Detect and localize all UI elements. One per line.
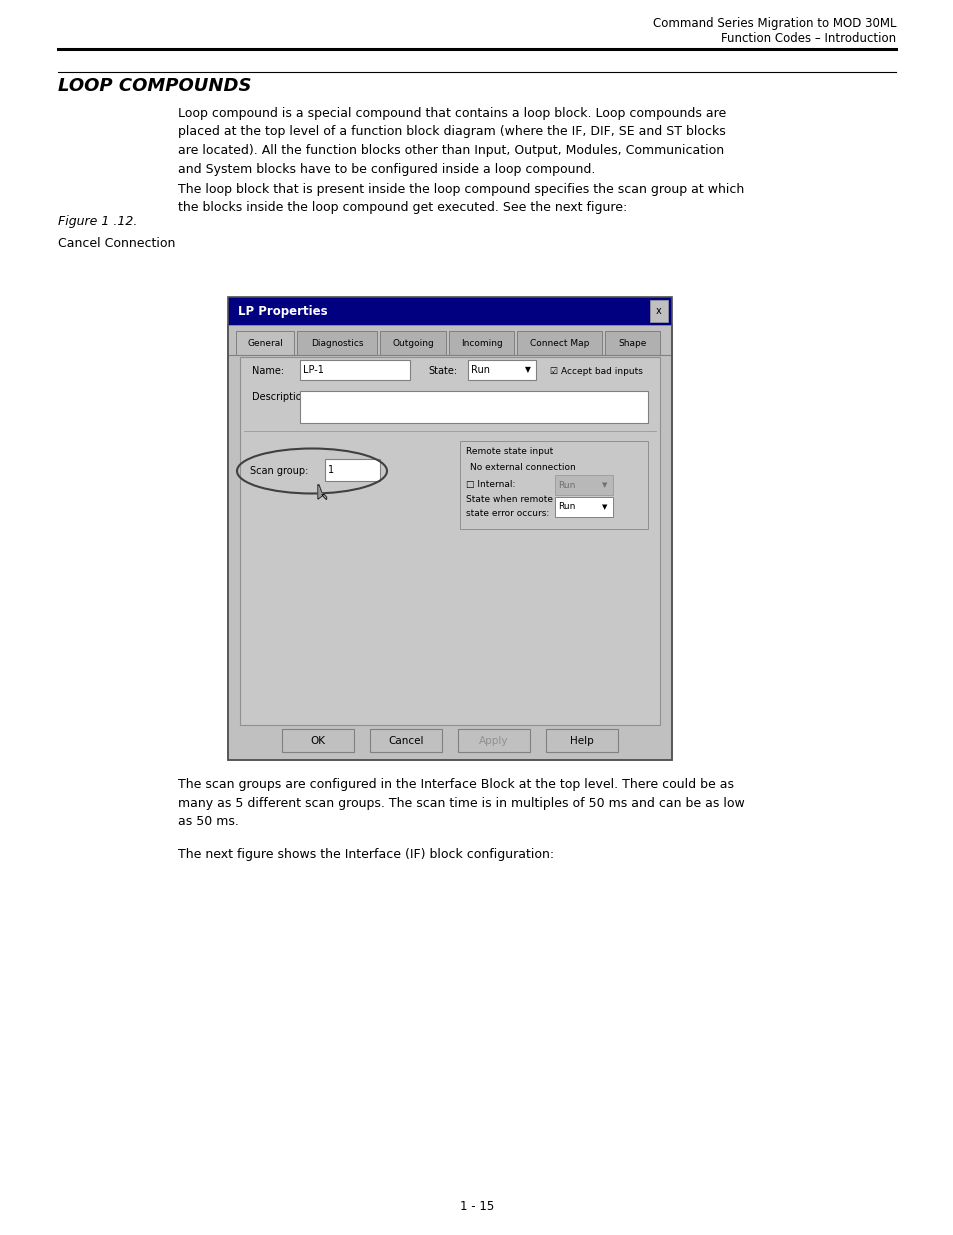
Text: x: x: [656, 306, 661, 316]
FancyBboxPatch shape: [240, 357, 659, 725]
Text: Diagnostics: Diagnostics: [311, 338, 363, 347]
Text: Cancel Connection: Cancel Connection: [58, 237, 175, 249]
FancyBboxPatch shape: [296, 331, 376, 354]
Text: LP Properties: LP Properties: [237, 305, 327, 317]
Text: ☑ Accept bad inputs: ☑ Accept bad inputs: [550, 367, 642, 375]
Text: Run: Run: [558, 480, 575, 489]
FancyBboxPatch shape: [299, 359, 410, 380]
Text: No external connection: No external connection: [470, 463, 576, 472]
Text: Connect Map: Connect Map: [529, 338, 589, 347]
Text: Incoming: Incoming: [460, 338, 502, 347]
Text: Run: Run: [558, 503, 575, 511]
Text: The scan groups are configured in the Interface Block at the top level. There co: The scan groups are configured in the In…: [178, 778, 744, 827]
FancyBboxPatch shape: [517, 331, 601, 354]
Text: State when remote: State when remote: [465, 495, 553, 505]
Text: ▼: ▼: [601, 504, 607, 510]
Text: The next figure shows the Interface (IF) block configuration:: The next figure shows the Interface (IF)…: [178, 848, 554, 861]
Text: Figure 1 .12.: Figure 1 .12.: [58, 215, 137, 228]
FancyBboxPatch shape: [555, 475, 613, 495]
Text: □ Internal:: □ Internal:: [465, 480, 515, 489]
FancyBboxPatch shape: [325, 459, 379, 480]
Text: Apply: Apply: [478, 736, 508, 746]
FancyBboxPatch shape: [555, 496, 613, 517]
FancyBboxPatch shape: [282, 729, 354, 752]
FancyBboxPatch shape: [468, 359, 536, 380]
Text: LOOP COMPOUNDS: LOOP COMPOUNDS: [58, 77, 252, 95]
Polygon shape: [317, 485, 326, 499]
Text: ▼: ▼: [524, 366, 531, 374]
Text: state error occurs:: state error occurs:: [465, 510, 549, 519]
FancyBboxPatch shape: [235, 331, 294, 354]
FancyBboxPatch shape: [299, 391, 647, 424]
Text: Outgoing: Outgoing: [392, 338, 434, 347]
Text: Help: Help: [570, 736, 594, 746]
FancyBboxPatch shape: [604, 331, 659, 354]
Text: Loop compound is a special compound that contains a loop block. Loop compounds a: Loop compound is a special compound that…: [178, 107, 725, 175]
Text: Command Series Migration to MOD 30ML: Command Series Migration to MOD 30ML: [652, 17, 895, 30]
Text: 1 - 15: 1 - 15: [459, 1200, 494, 1213]
FancyBboxPatch shape: [457, 729, 530, 752]
FancyBboxPatch shape: [379, 331, 446, 354]
Polygon shape: [317, 485, 326, 499]
Text: ▼: ▼: [601, 482, 607, 488]
FancyBboxPatch shape: [370, 729, 441, 752]
Text: 1: 1: [328, 466, 334, 475]
Text: Name:: Name:: [252, 366, 284, 375]
Text: State:: State:: [428, 366, 456, 375]
FancyBboxPatch shape: [545, 729, 618, 752]
Text: Cancel: Cancel: [388, 736, 423, 746]
Text: Run: Run: [471, 366, 490, 375]
FancyBboxPatch shape: [228, 325, 671, 760]
Text: Description:: Description:: [252, 391, 311, 403]
Text: LP-1: LP-1: [303, 366, 323, 375]
Text: Shape: Shape: [618, 338, 646, 347]
FancyBboxPatch shape: [449, 331, 514, 354]
FancyBboxPatch shape: [649, 300, 667, 322]
Text: General: General: [247, 338, 283, 347]
Text: OK: OK: [310, 736, 325, 746]
FancyBboxPatch shape: [459, 441, 647, 529]
Text: The loop block that is present inside the loop compound specifies the scan group: The loop block that is present inside th…: [178, 183, 743, 215]
Text: Remote state input: Remote state input: [465, 447, 553, 456]
Text: Scan group:: Scan group:: [250, 466, 308, 475]
Text: Function Codes – Introduction: Function Codes – Introduction: [720, 32, 895, 44]
FancyBboxPatch shape: [228, 296, 671, 325]
